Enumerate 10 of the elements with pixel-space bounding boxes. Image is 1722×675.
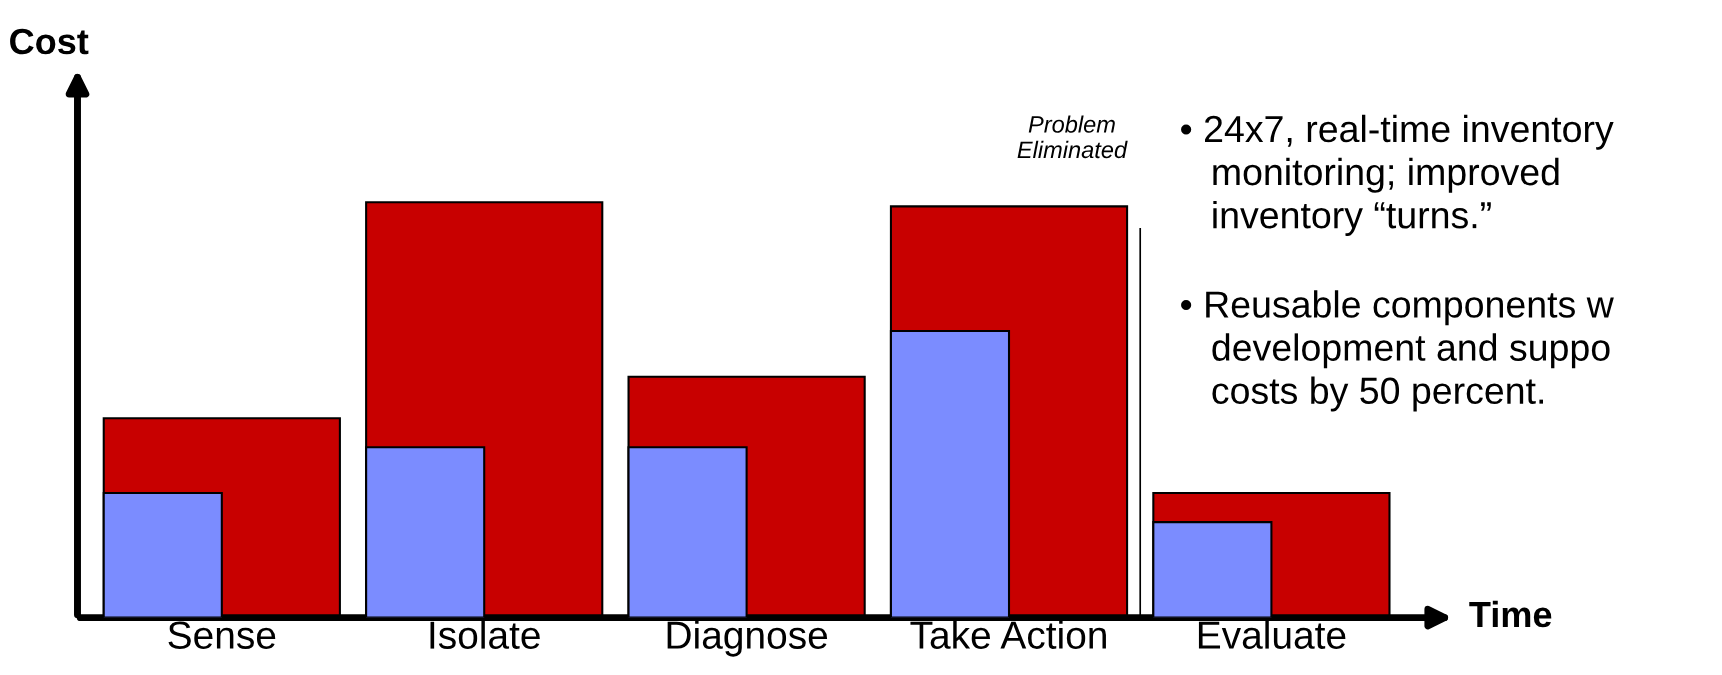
x-axis-title: Time — [1469, 600, 1552, 628]
y-axis-title: Cost — [10, 28, 89, 55]
x-tick-label: Take Action — [910, 620, 1106, 649]
x-tick-label: Diagnose — [667, 620, 828, 657]
annotation: • Reusable components w development and suppo costs by 50 percent. — [1181, 290, 1614, 412]
annotation: • 24x7, real-time inventory monitoring; improved inventory “turns.” — [1181, 114, 1614, 236]
x-tick-label: Sense — [168, 621, 276, 649]
text: Problem Eliminated — [1017, 115, 1128, 159]
x-tick-label: Isolate — [430, 620, 540, 649]
x-tick-label: Evaluate — [1198, 620, 1346, 649]
